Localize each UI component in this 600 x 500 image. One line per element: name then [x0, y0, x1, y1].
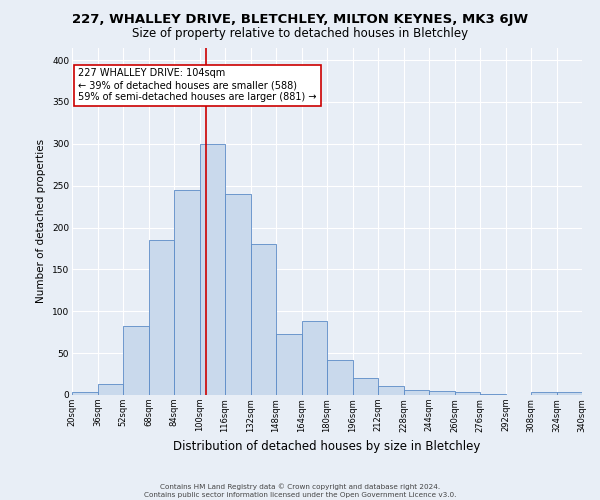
Text: Size of property relative to detached houses in Bletchley: Size of property relative to detached ho… — [132, 28, 468, 40]
Bar — [429, 391, 455, 395]
Bar — [225, 194, 251, 395]
Bar — [251, 244, 276, 395]
Text: 227 WHALLEY DRIVE: 104sqm
← 39% of detached houses are smaller (588)
59% of semi: 227 WHALLEY DRIVE: 104sqm ← 39% of detac… — [79, 68, 317, 102]
Bar — [72, 392, 97, 395]
Y-axis label: Number of detached properties: Number of detached properties — [37, 139, 46, 304]
Text: 227, WHALLEY DRIVE, BLETCHLEY, MILTON KEYNES, MK3 6JW: 227, WHALLEY DRIVE, BLETCHLEY, MILTON KE… — [72, 12, 528, 26]
Bar — [123, 326, 149, 395]
Text: Contains HM Land Registry data © Crown copyright and database right 2024.
Contai: Contains HM Land Registry data © Crown c… — [144, 484, 456, 498]
Bar — [480, 394, 505, 395]
Bar — [174, 190, 199, 395]
Bar — [557, 392, 582, 395]
Bar — [97, 384, 123, 395]
Bar — [327, 360, 353, 395]
Bar — [531, 392, 557, 395]
Bar — [378, 386, 404, 395]
Bar — [149, 240, 174, 395]
Bar — [404, 390, 429, 395]
Bar — [455, 392, 480, 395]
X-axis label: Distribution of detached houses by size in Bletchley: Distribution of detached houses by size … — [173, 440, 481, 453]
Bar — [302, 322, 327, 395]
Bar — [353, 378, 378, 395]
Bar — [276, 334, 302, 395]
Bar — [199, 144, 225, 395]
